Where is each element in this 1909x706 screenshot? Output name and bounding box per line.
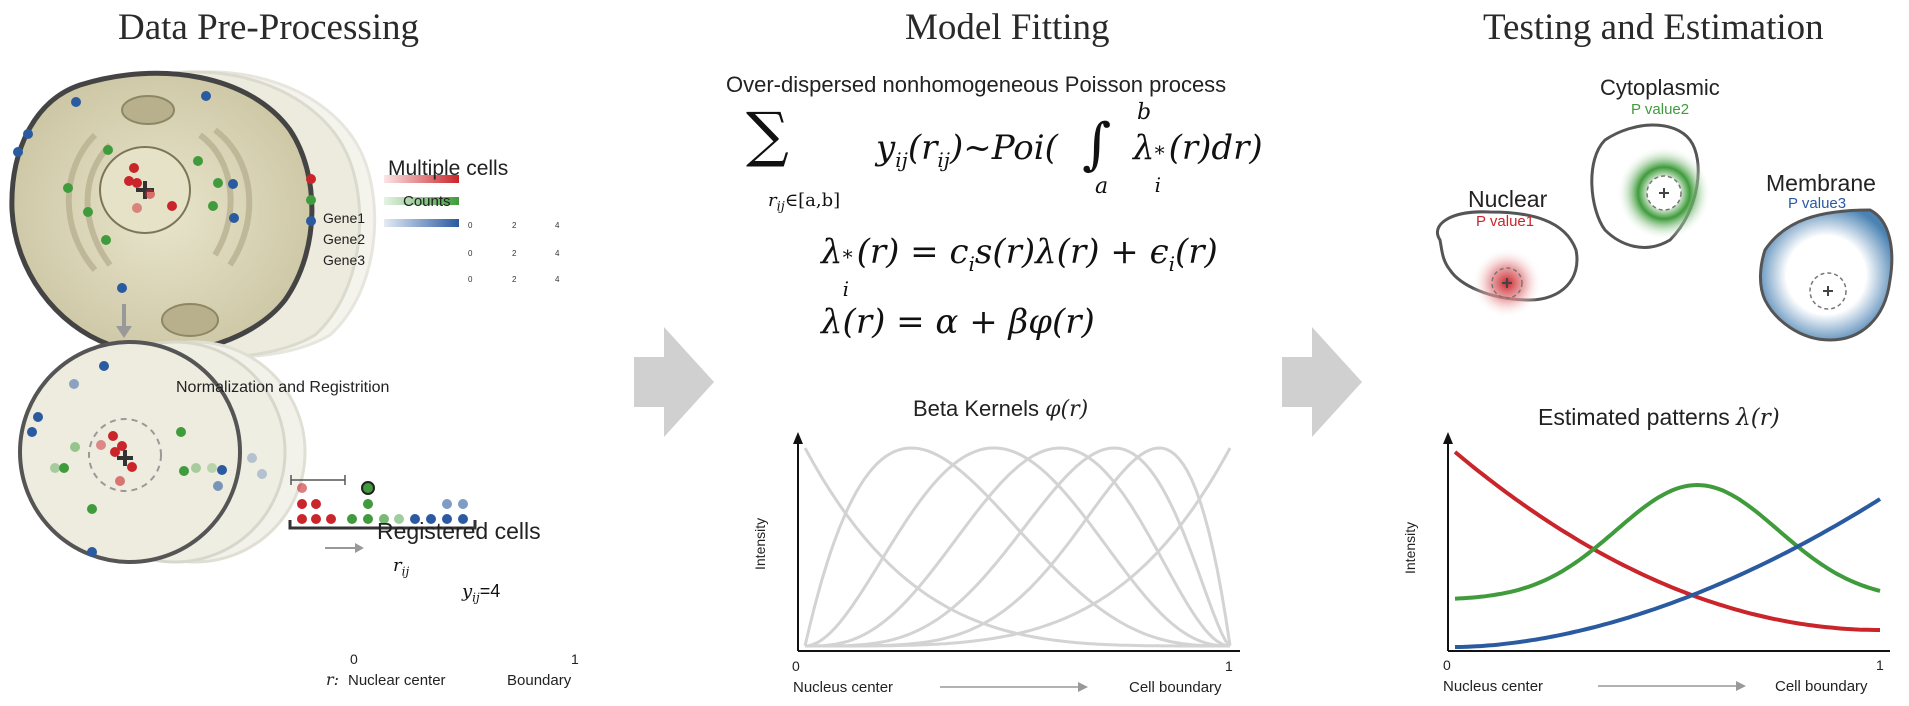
cytoplasmic-pvalue: P value2	[1631, 101, 1690, 118]
kernel-curve	[805, 447, 1232, 648]
yij-label: yij=4	[462, 581, 501, 605]
counts-scale-green	[384, 197, 459, 205]
kernel-curve	[804, 446, 1230, 648]
r-prefix: r:	[326, 670, 340, 689]
est-x-end: 1	[1876, 657, 1884, 673]
sum-symbol: ∑	[746, 100, 789, 170]
profile-points	[297, 481, 468, 524]
kernel-x-left-label: Nucleus center	[793, 679, 894, 696]
legend-gene3-label: Gene3	[323, 252, 366, 268]
kernel-x-end: 1	[1225, 658, 1233, 674]
estimated-curves	[1453, 450, 1882, 649]
er-arcs	[65, 127, 253, 272]
panel-title-testing: Testing and Estimation	[1483, 7, 1824, 48]
panel-title-preprocessing: Data Pre-Processing	[118, 7, 420, 48]
registered-nucleus-outline	[88, 418, 162, 492]
integral-symbol: ∫	[1082, 112, 1112, 177]
nuclear-pvalue: P value1	[1476, 213, 1535, 230]
big-arrow-2	[1282, 327, 1362, 437]
counts-label: Counts	[403, 193, 451, 210]
kernel-curve	[803, 446, 1230, 648]
counts-tick: 2	[512, 275, 517, 284]
legend-gene1-marker	[306, 174, 316, 184]
counts-tick: 4	[555, 221, 560, 230]
membrane-cell	[1759, 208, 1894, 342]
nuclear-pattern-curve	[1453, 450, 1880, 632]
legend-gene1-label: Gene1	[323, 210, 366, 226]
cytoplasmic-label: Cytoplasmic	[1600, 75, 1720, 100]
kernel-curve	[805, 446, 1232, 648]
y-axis-arrow	[793, 432, 803, 444]
membrane-pvalue: P value3	[1788, 195, 1847, 212]
counts-tick: 4	[555, 249, 560, 258]
legend-gene3-marker	[306, 216, 316, 226]
kernel-x-right-label: Cell boundary	[1129, 679, 1222, 696]
counts-tick: 0	[468, 275, 473, 284]
est-x-right-label: Cell boundary	[1775, 678, 1868, 695]
registered-gene3-points	[27, 361, 267, 557]
registered-gene2-points	[50, 427, 217, 514]
kernels-label: Beta Kernels φ(r)	[913, 396, 1089, 422]
nuclear-label: Nuclear	[1468, 186, 1548, 212]
membrane-label: Membrane	[1766, 170, 1876, 196]
counts-tick: 0	[468, 221, 473, 230]
normalization-arrow-head	[116, 326, 132, 338]
kernel-curve	[805, 446, 1231, 648]
rij-label: rij	[393, 555, 410, 579]
legend-gene2-marker	[306, 195, 316, 205]
integral-upper: b	[1137, 100, 1152, 125]
kernel-curves	[803, 446, 1232, 648]
membrane-pattern-curve	[1455, 497, 1882, 649]
process-label: Over-dispersed nonhomogeneous Poisson pr…	[726, 72, 1227, 97]
cytoplasmic-pattern-curve	[1454, 482, 1881, 601]
counts-tick: 4	[555, 275, 560, 284]
nuclear-center-label: Nuclear center	[348, 672, 446, 689]
est-y-axis-label: Intensity	[1402, 521, 1418, 574]
panel-title-model: Model Fitting	[905, 7, 1110, 48]
normalization-arrow-label: Normalization and Registrition	[176, 379, 390, 396]
kernel-y-axis-label: Intensity	[752, 517, 768, 570]
estimated-patterns-chart	[1443, 432, 1890, 652]
counts-tick: 0	[468, 249, 473, 258]
gene1-points	[124, 163, 177, 213]
gene3-points	[13, 91, 239, 293]
gene2-points	[63, 145, 223, 245]
kernel-curve	[803, 447, 1230, 648]
counts-scale-red	[384, 175, 459, 183]
kernel-x-start: 0	[792, 658, 800, 674]
pattern-cells	[1436, 123, 1894, 342]
big-arrow-1	[634, 327, 714, 437]
counts-tick: 2	[512, 249, 517, 258]
counts-tick: 2	[512, 221, 517, 230]
kernel-curve	[805, 446, 1232, 648]
est-x-start: 0	[1443, 657, 1451, 673]
y-axis-arrow	[1443, 432, 1453, 444]
registered-cells-label: Registered cells	[377, 518, 541, 544]
mitochondrion	[161, 303, 219, 337]
est-x-left-label: Nucleus center	[1443, 678, 1544, 695]
integrand: λ * i (r)dr)	[1133, 128, 1263, 197]
registered-center-icon	[117, 450, 133, 466]
equation-3: λ(r) = α + βφ(r)	[821, 302, 1095, 342]
equation-1: yij(rij)~Poi(	[876, 128, 1058, 172]
preprocessing-illustration	[9, 70, 477, 564]
profile-axis-start: 0	[350, 651, 358, 667]
profile-axis	[288, 520, 477, 530]
multiple-cells-label: Multiple cells	[388, 157, 509, 180]
registered-gene1-points	[96, 431, 137, 486]
estimated-label: Estimated patterns λ(r)	[1538, 404, 1780, 431]
registered-main-cell	[18, 340, 242, 564]
profile-axis-end: 1	[571, 651, 579, 667]
est-x-direction-arrow	[1598, 681, 1746, 691]
boundary-label: Boundary	[507, 672, 572, 689]
beta-kernels-chart	[793, 432, 1240, 652]
kernel-x-direction-arrow	[940, 682, 1088, 692]
legend-gene2-label: Gene2	[323, 231, 366, 247]
mitochondrion	[121, 95, 175, 125]
sum-subscript: rij∈[a,b]	[768, 190, 841, 215]
integral-lower: a	[1095, 174, 1109, 199]
counts-scale-blue	[384, 219, 459, 227]
equation-2: λ * i (r) = cis(r)λ(r) + ϵi(r)	[821, 232, 1218, 301]
